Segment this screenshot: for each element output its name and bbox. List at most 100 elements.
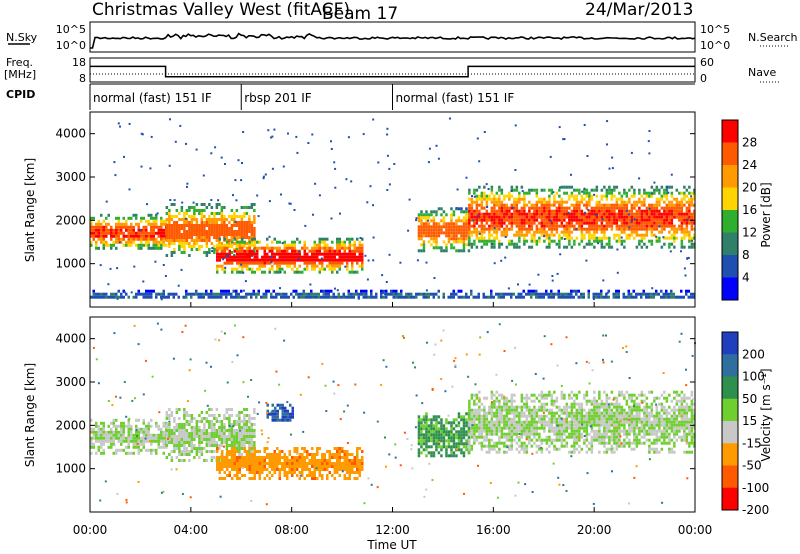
power-cell <box>670 236 674 240</box>
power-cell <box>545 221 549 225</box>
power-cell <box>198 233 201 236</box>
velocity-cell <box>107 433 110 437</box>
power-cell <box>241 261 244 265</box>
power-cell <box>578 215 581 219</box>
power-cell <box>615 185 619 189</box>
velocity-cell <box>333 477 336 480</box>
velocity-cell <box>238 456 241 459</box>
velocity-cell <box>520 393 524 397</box>
velocity-cell <box>510 432 514 436</box>
velocity-cell <box>198 429 201 432</box>
power-scatter-point <box>562 138 565 141</box>
power-cell <box>457 289 460 293</box>
velocity-cell <box>258 456 261 459</box>
power-scatter-point <box>485 183 488 186</box>
power-cell <box>282 295 285 299</box>
velocity-cell <box>311 456 314 459</box>
power-cell <box>266 255 269 259</box>
power-cell <box>183 242 186 245</box>
power-cell <box>615 203 619 207</box>
velocity-cell <box>495 426 499 430</box>
power-cell <box>653 233 656 237</box>
power-cell <box>530 236 534 240</box>
power-scatter-point <box>130 291 133 294</box>
power-scatter-point <box>262 177 265 180</box>
power-cell <box>291 261 294 265</box>
power-cell <box>455 240 458 244</box>
power-cell <box>600 239 604 243</box>
velocity-cell <box>457 442 461 446</box>
power-cell <box>307 292 310 296</box>
velocity-cell <box>432 418 436 422</box>
power-cell <box>303 243 306 247</box>
velocity-cell <box>125 424 128 428</box>
power-cell <box>535 227 539 231</box>
velocity-cell <box>185 432 189 435</box>
velocity-cell <box>165 417 169 420</box>
velocity-cell <box>233 462 236 465</box>
power-cell <box>207 292 210 296</box>
power-cell <box>690 221 694 225</box>
velocity-cell <box>460 427 463 431</box>
power-cell <box>543 218 546 222</box>
power-cell <box>226 255 229 259</box>
velocity-cell <box>213 429 216 432</box>
power-cell <box>311 267 314 271</box>
velocity-cell <box>180 441 184 444</box>
velocity-cell <box>435 430 438 434</box>
power-scatter-point <box>109 267 112 270</box>
power-cell <box>147 292 150 296</box>
power-cell <box>473 221 476 225</box>
velocity-cell <box>341 468 344 471</box>
power-cell <box>525 292 528 296</box>
power-cell <box>162 240 165 244</box>
power-cell <box>157 228 160 232</box>
velocity-data-layer <box>90 322 696 506</box>
velocity-cell <box>437 442 441 446</box>
velocity-cell <box>130 424 133 428</box>
power-scatter-point <box>224 266 227 269</box>
power-cell <box>130 240 133 244</box>
velocity-cell <box>223 456 226 459</box>
velocity-cell <box>178 426 181 429</box>
power-cell <box>673 203 676 207</box>
power-cell <box>575 188 579 192</box>
power-cell <box>530 206 534 210</box>
freq-tick-bottom: 8 <box>79 72 86 85</box>
velocity-cell <box>155 424 158 428</box>
velocity-cell <box>435 418 438 422</box>
power-cell <box>688 233 691 237</box>
power-cell <box>200 224 204 227</box>
velocity-cell <box>417 439 421 443</box>
velocity-cell <box>195 435 199 438</box>
power-cell <box>240 230 244 233</box>
power-cell <box>295 289 298 293</box>
power-cell <box>668 230 671 234</box>
power-cell <box>288 264 291 268</box>
power-cell <box>470 289 473 293</box>
power-cell <box>457 216 461 220</box>
power-cell <box>282 292 285 296</box>
power-cell <box>693 227 696 231</box>
power-cell <box>580 197 584 201</box>
velocity-cell <box>97 433 100 437</box>
power-cell <box>180 209 184 212</box>
velocity-cell <box>422 439 426 443</box>
power-cell <box>435 222 438 226</box>
power-cell <box>306 261 309 265</box>
power-cell <box>95 246 98 250</box>
power-cell <box>688 206 691 210</box>
power-cell <box>678 215 681 219</box>
power-cell <box>268 249 271 253</box>
power-cell <box>245 236 249 239</box>
power-cell <box>251 270 254 274</box>
power-cell <box>200 212 204 215</box>
velocity-cell <box>200 411 204 414</box>
power-scatter-point <box>174 140 177 143</box>
velocity-cell <box>455 418 458 422</box>
velocity-cell <box>286 477 289 480</box>
power-cell <box>648 218 651 222</box>
power-cell <box>660 227 664 231</box>
velocity-cell <box>200 432 204 435</box>
velocity-cell <box>480 417 484 421</box>
